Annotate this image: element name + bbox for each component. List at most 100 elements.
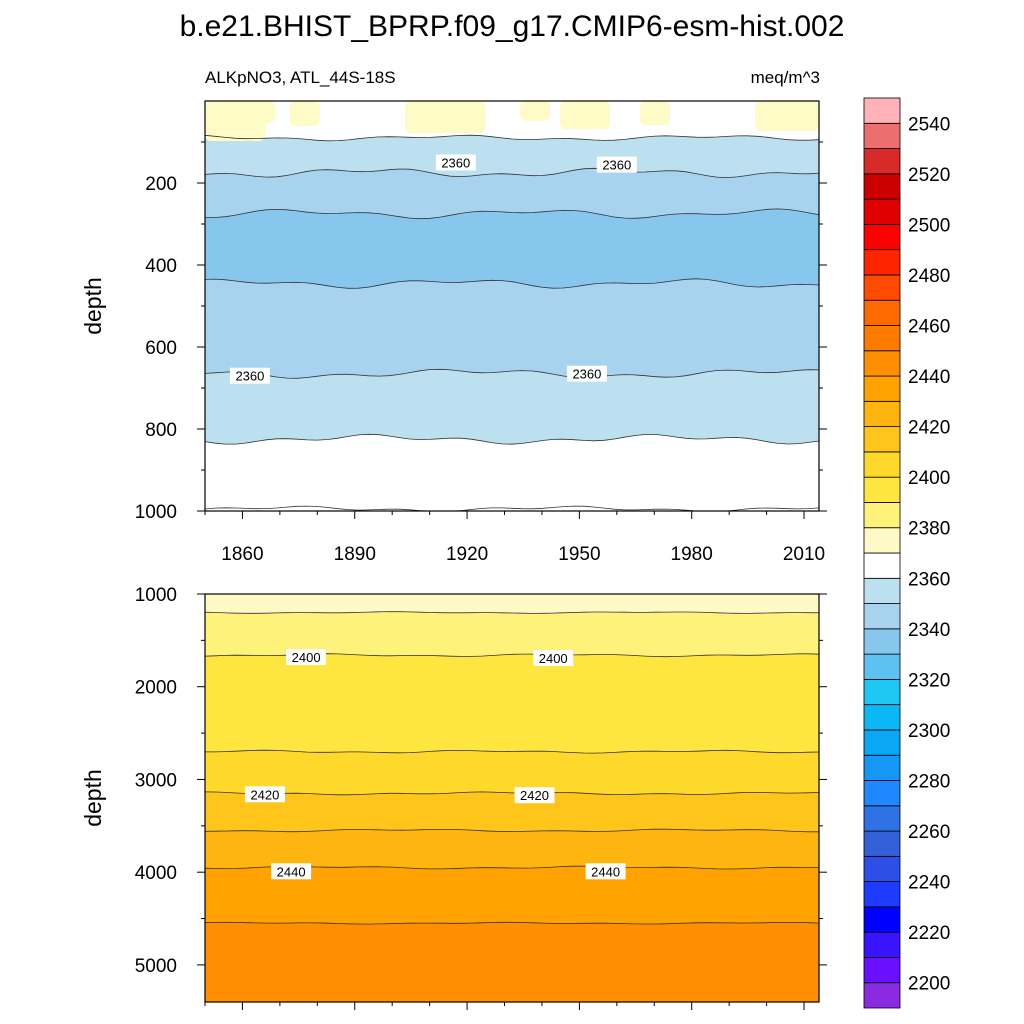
colorbar-tick-label: 2300: [908, 721, 950, 742]
y-tick-label: 2000: [135, 678, 177, 699]
colorbar-tick-label: 2340: [908, 620, 950, 641]
colorbar-tick-label: 2240: [908, 873, 950, 894]
colorbar-box: [863, 704, 901, 731]
surface-band-patch: [640, 101, 670, 125]
colorbar-box: [863, 375, 901, 402]
contour-line: [204, 134, 820, 142]
colorbar-box: [863, 805, 901, 832]
upper-y-axis-label: depth: [80, 277, 106, 335]
contour-band-fill: [205, 434, 819, 511]
colorbar-box: [863, 780, 901, 807]
colorbar-box: [863, 628, 901, 655]
x-tick-label: 2010: [783, 544, 825, 565]
surface-band-patch: [290, 101, 320, 126]
y-tick-label: 4000: [135, 863, 177, 884]
contour-label-box: [271, 863, 312, 880]
y-tick-label: 1000: [135, 585, 177, 606]
surface-band-patch: [560, 101, 610, 129]
colorbar-tick-label: 2380: [908, 519, 950, 540]
upper-panel-fills: [205, 101, 819, 512]
colorbar-box: [863, 249, 901, 276]
lower-panel-contour-labels: 2400 2400 2420 2420 2440 2440: [244, 649, 626, 880]
colorbar-box: [863, 527, 901, 554]
colorbar-box: [863, 931, 901, 958]
surface-band-patch: [205, 101, 265, 141]
contour-label: 2440: [277, 864, 306, 879]
colorbar-box: [863, 97, 901, 124]
colorbar-box: [863, 148, 901, 175]
colorbar-box: [863, 198, 901, 225]
surface-band-patch: [520, 101, 550, 121]
contour-label-box: [533, 650, 574, 666]
colorbar-box: [863, 830, 901, 857]
x-tick-label: 1890: [334, 544, 376, 565]
surface-band-patch: [405, 101, 485, 133]
contour-label-box: [229, 367, 270, 384]
surface-band-patch: [755, 101, 819, 131]
colorbar-box: [863, 173, 901, 200]
contour-line: [204, 208, 820, 220]
upper-panel-contour-labels: 2360 2360 2360 2360: [229, 154, 637, 384]
contour-line: [204, 791, 820, 796]
colorbar-box: [863, 299, 901, 326]
colorbar-box: [863, 729, 901, 756]
colorbar-box: [863, 426, 901, 453]
contour-line: [204, 828, 819, 833]
colorbar: 2200 2220 2240 2260 2280 2300 2320 2340 2360 2380…: [863, 97, 950, 1009]
colorbar-tick-label: 2440: [908, 367, 950, 388]
colorbar-tick-label: 2320: [908, 670, 950, 691]
lower-panel-ticks: 1000 2000 3000 4000 5000: [135, 585, 827, 1010]
colorbar-box: [863, 223, 901, 251]
contour-band-fill: [205, 922, 819, 1002]
colorbar-box: [863, 325, 901, 352]
y-tick-label: 600: [145, 338, 177, 359]
x-tick-label: 1950: [558, 544, 600, 565]
contour-label: 2420: [250, 787, 279, 802]
lower-y-axis-label: depth: [80, 769, 106, 827]
contour-line: [204, 433, 820, 445]
contour-line: [204, 167, 820, 179]
colorbar-box: [863, 881, 901, 908]
lower-panel: 2400 2400 2420 2420 2440 2440 1000 2000 3000 400…: [80, 585, 827, 1010]
contour-label: 2420: [520, 788, 549, 803]
colorbar-box: [863, 678, 901, 706]
colorbar-tick-label: 2220: [908, 923, 950, 944]
colorbar-tick-label: 2540: [908, 114, 950, 135]
y-tick-label: 800: [145, 420, 177, 441]
colorbar-box: [863, 400, 901, 428]
contour-line: [204, 611, 820, 614]
contour-line: [205, 749, 820, 754]
x-tick-label: 1980: [671, 544, 713, 565]
colorbar-box: [863, 274, 901, 301]
colorbar-tick-label: 2360: [908, 569, 950, 590]
colorbar-tick-label: 2480: [908, 266, 950, 287]
y-tick-label: 200: [145, 174, 177, 195]
colorbar-box: [863, 350, 901, 377]
colorbar-box: [863, 122, 901, 149]
colorbar-box: [863, 982, 901, 1009]
contour-label: 2400: [539, 651, 568, 666]
colorbar-tick-label: 2280: [908, 772, 950, 793]
colorbar-tick-label: 2500: [908, 215, 950, 236]
contour-line: [204, 368, 820, 379]
contour-label-box: [244, 786, 285, 803]
colorbar-box: [863, 957, 901, 984]
colorbar-tick-label: 2200: [908, 974, 950, 995]
colorbar-box: [863, 855, 901, 883]
contour-label-box: [286, 649, 327, 666]
colorbar-boxes: [863, 97, 901, 1009]
y-tick-label: 5000: [135, 956, 177, 977]
y-tick-label: 3000: [135, 771, 177, 792]
contour-line: [204, 278, 820, 289]
colorbar-tick-label: 2460: [908, 317, 950, 338]
colorbar-box: [863, 754, 901, 781]
colorbar-tick-label: 2520: [908, 165, 950, 186]
surface-band-patch: [255, 101, 275, 123]
colorbar-box: [863, 653, 901, 680]
contour-label: 2440: [591, 864, 620, 879]
colorbar-labels: 2200 2220 2240 2260 2280 2300 2320 2340 2360 2380…: [908, 114, 950, 994]
colorbar-box: [863, 476, 901, 503]
contour-label: 2360: [572, 367, 601, 382]
left-subtitle: ALKpNO3, ATL_44S-18S: [205, 68, 396, 87]
